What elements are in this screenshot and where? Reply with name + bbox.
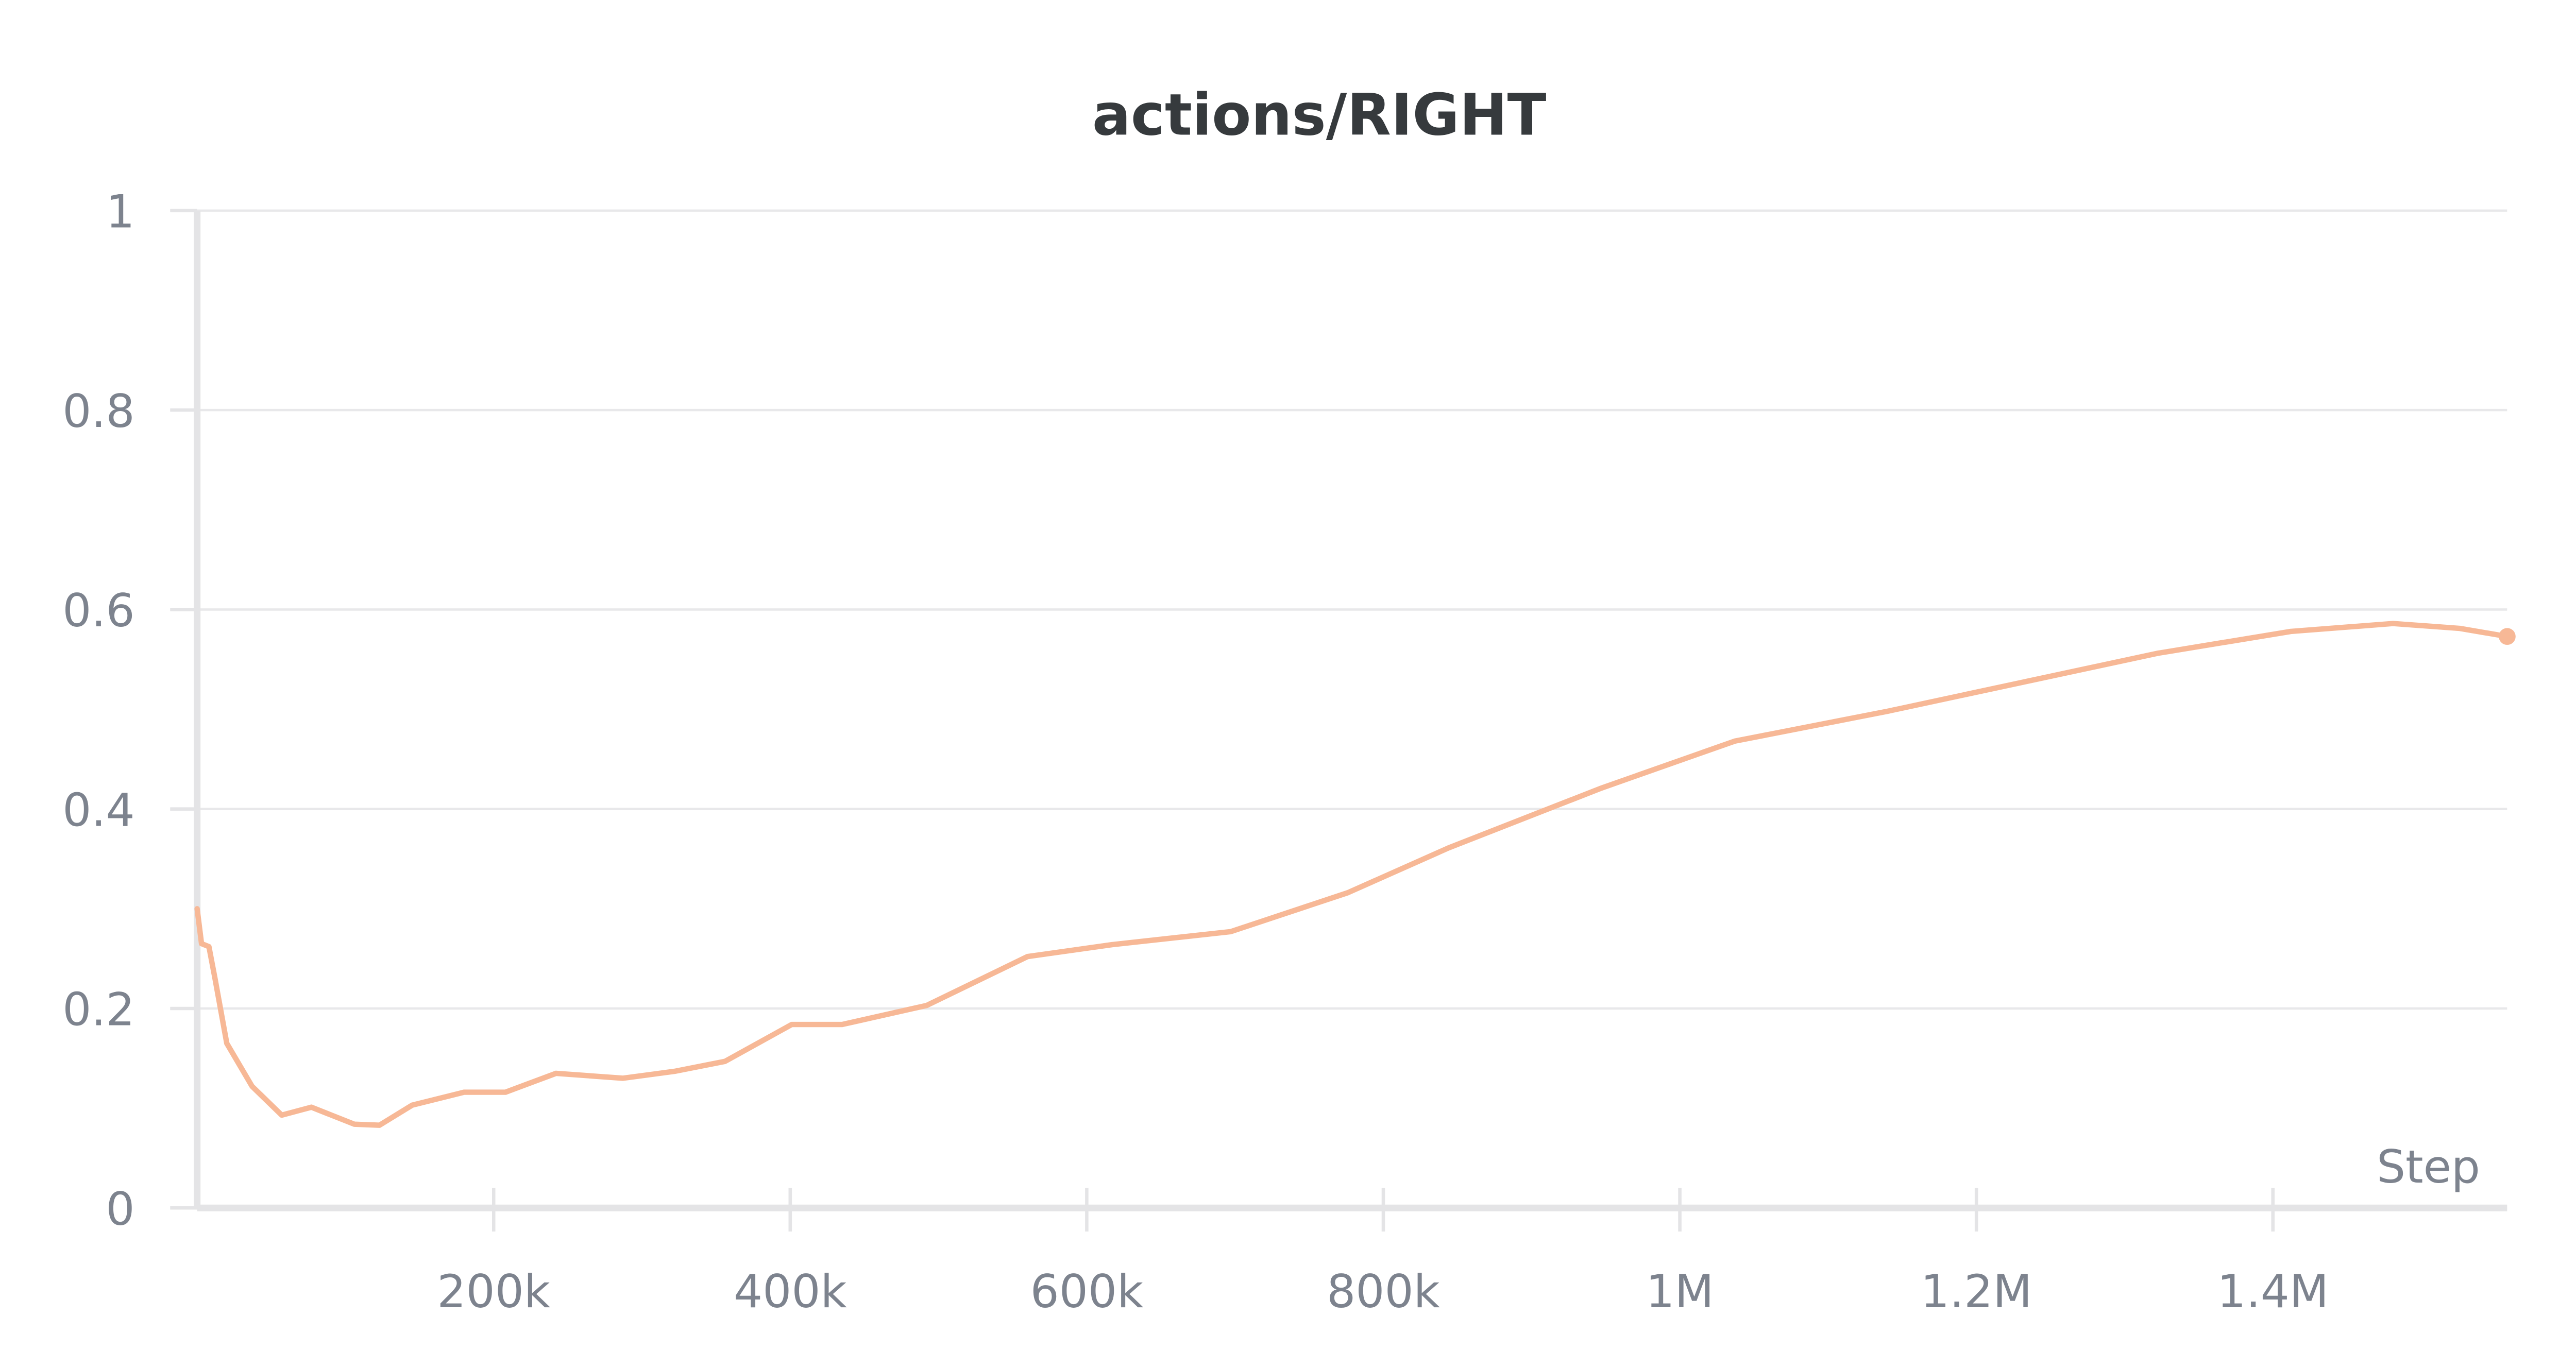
series-endpoint-marker[interactable] (2499, 628, 2516, 645)
x-tick-label: 400k (734, 1265, 847, 1318)
y-tick-label: 0.6 (62, 584, 134, 637)
x-tick-label: 1.4M (2217, 1265, 2329, 1318)
x-axis-label: Step (2377, 1140, 2480, 1193)
chart-title: actions/RIGHT (1092, 82, 1547, 149)
x-tick-label: 200k (437, 1265, 550, 1318)
y-tick-label: 0 (106, 1183, 134, 1236)
y-tick-label: 0.4 (62, 783, 134, 836)
x-tick-label: 1M (1646, 1265, 1714, 1318)
x-axis-ticks: 200k 400k 600k 800k 1M 1.2M 1.4M (437, 1188, 2329, 1318)
y-tick-label: 1 (106, 185, 134, 238)
x-tick-label: 600k (1030, 1265, 1144, 1318)
y-tick-label: 0.8 (62, 385, 134, 438)
gridlines (197, 209, 2507, 1010)
y-axis-ticks: 0 0.2 0.4 0.6 0.8 1 (62, 185, 197, 1236)
x-tick-label: 1.2M (1921, 1265, 2032, 1318)
y-tick-label: 0.2 (62, 983, 134, 1036)
x-tick-label: 800k (1327, 1265, 1440, 1318)
series-line[interactable] (194, 621, 2510, 1128)
